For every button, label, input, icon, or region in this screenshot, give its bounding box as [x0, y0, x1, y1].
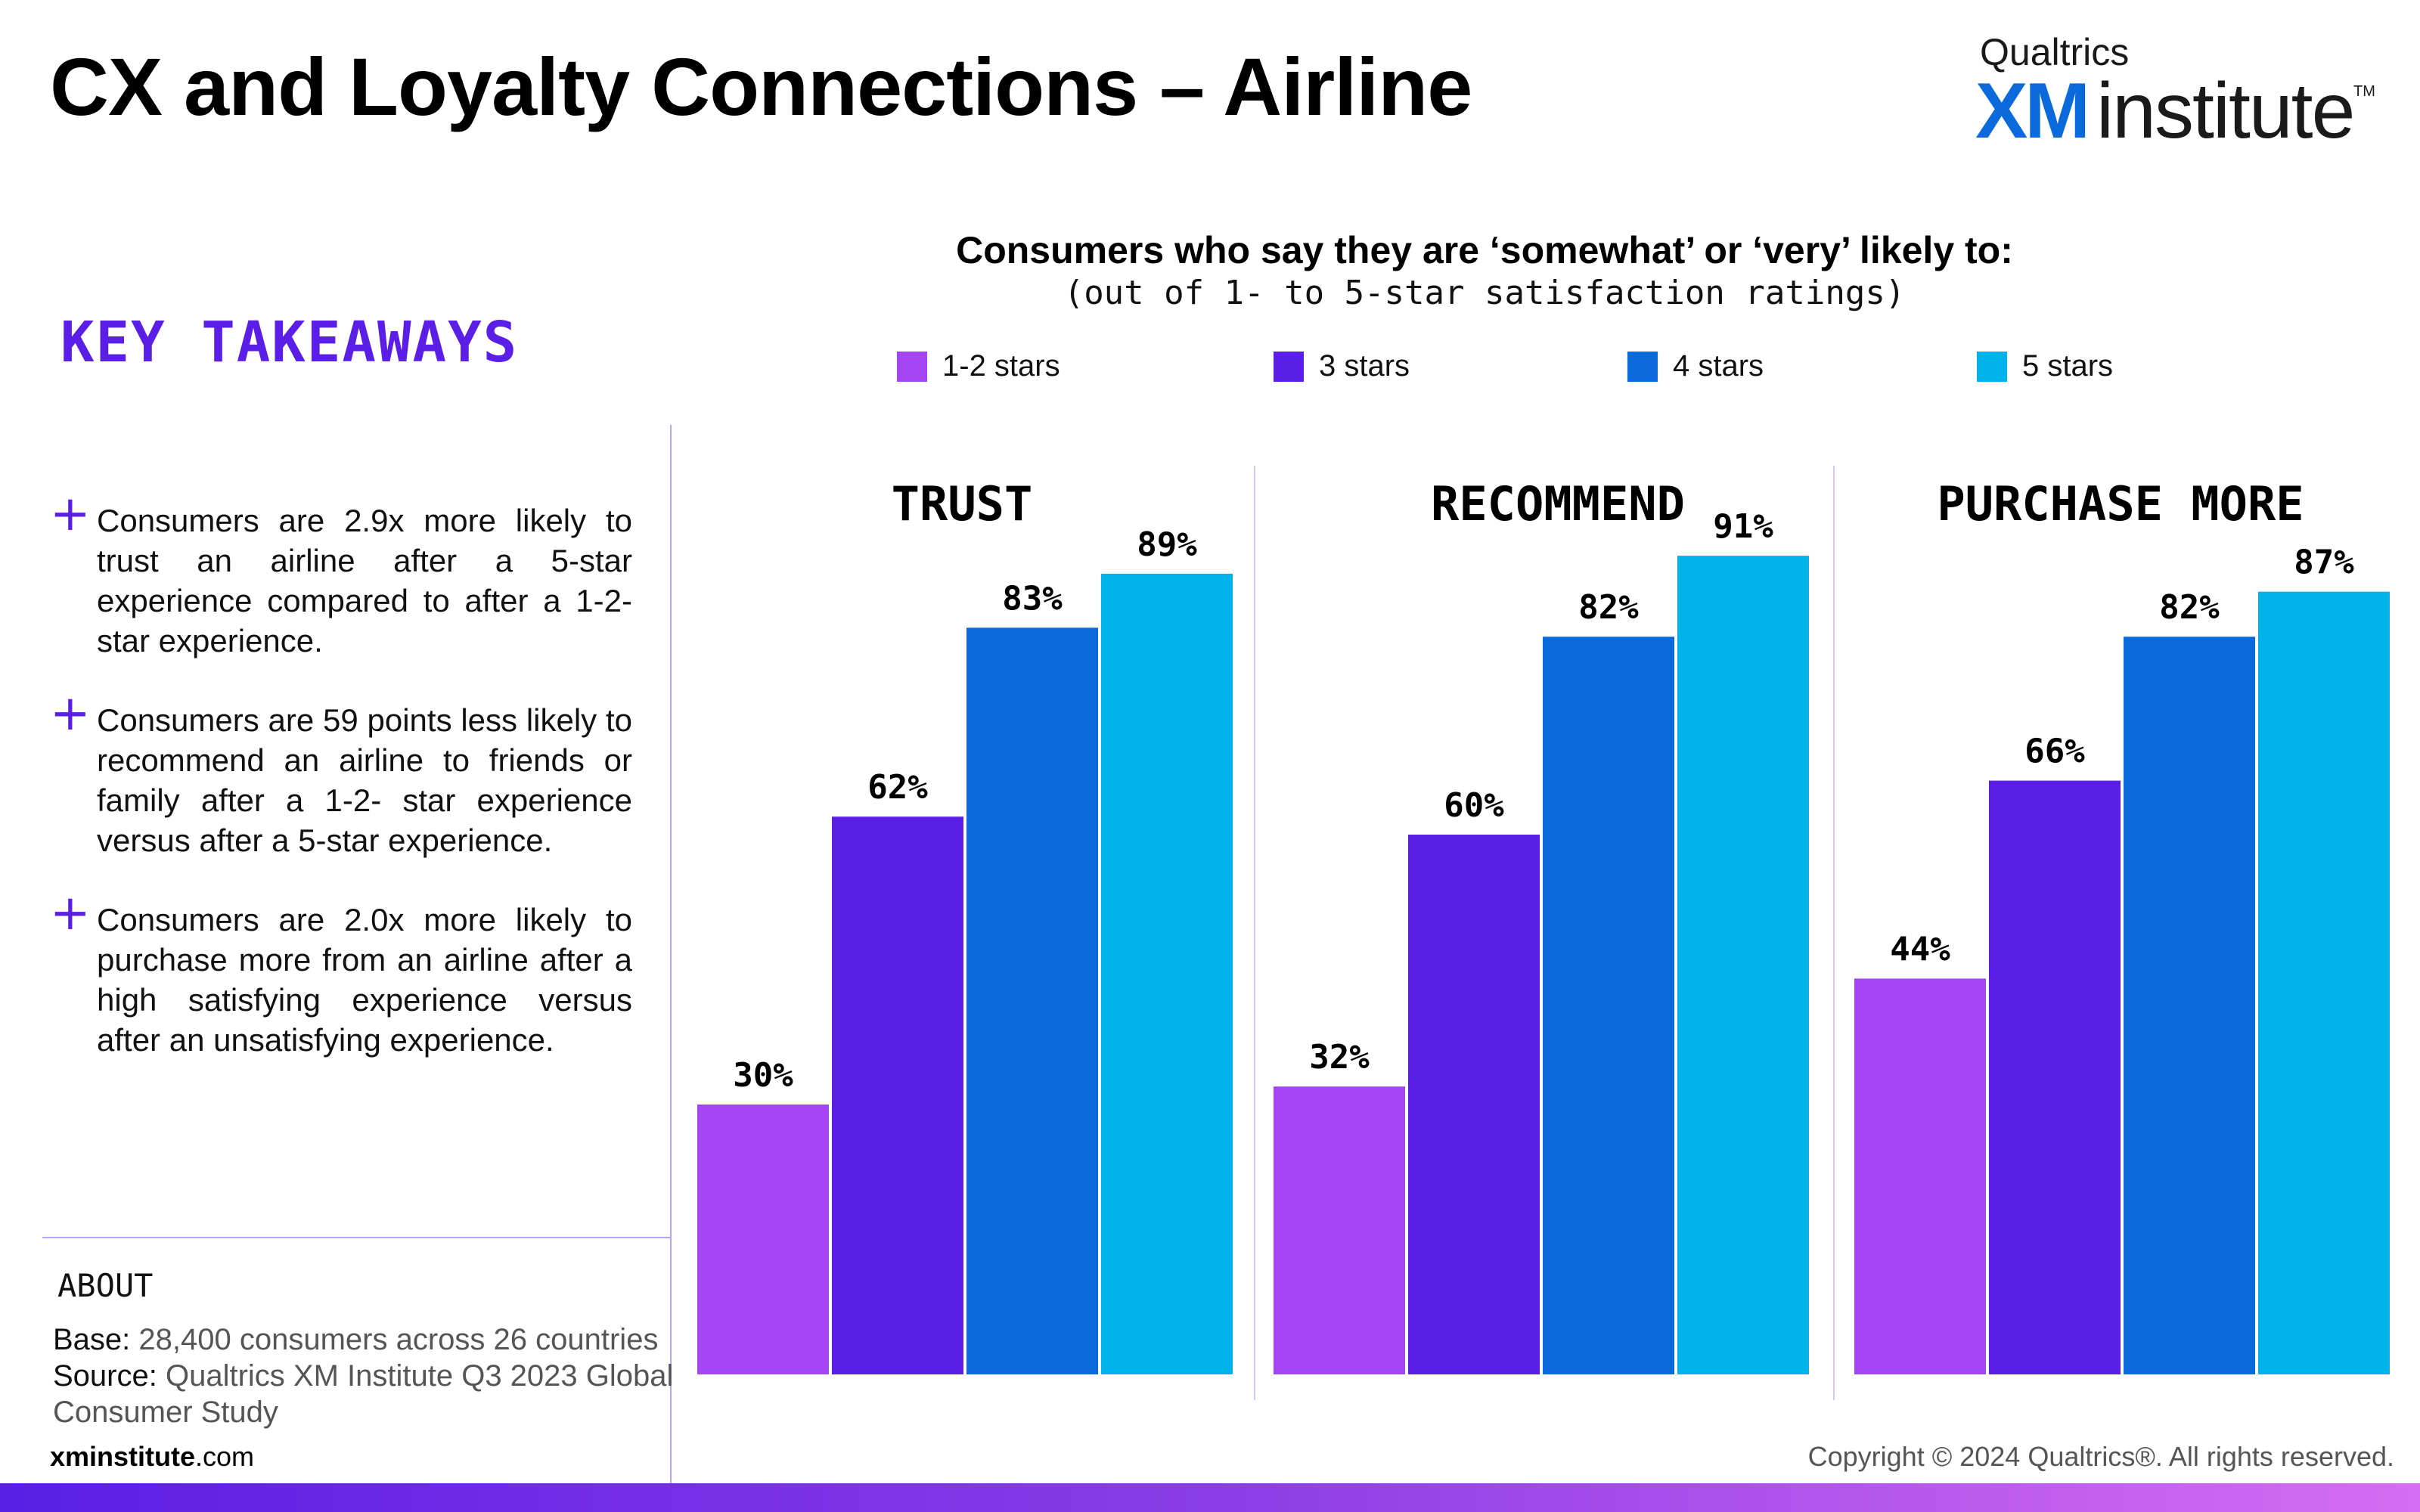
bar-value-label: 82%	[1578, 588, 1639, 627]
logo-institute-text: institute	[2096, 67, 2355, 155]
takeaway-item: + Consumers are 2.9x more likely to trus…	[50, 490, 632, 661]
legend-item: 1-2 stars	[897, 349, 1060, 383]
bar-value-label: 66%	[2024, 733, 2085, 771]
takeaways-list: + Consumers are 2.9x more likely to trus…	[50, 490, 632, 1099]
site-name: xminstitute	[50, 1441, 196, 1472]
panel-divider	[1833, 466, 1835, 1400]
legend-swatch	[1977, 351, 2007, 382]
legend-label: 5 stars	[2022, 349, 2114, 383]
bar	[2258, 591, 2390, 1375]
takeaway-item: + Consumers are 59 points less likely to…	[50, 689, 632, 860]
legend-swatch	[1274, 351, 1304, 382]
key-takeaways-heading: KEY TAKEAWAYS	[60, 310, 519, 375]
page-title: CX and Loyalty Connections – Airline	[50, 41, 1472, 132]
legend-swatch	[1627, 351, 1658, 382]
plus-icon: +	[50, 885, 91, 941]
takeaway-text: Consumers are 59 points less likely to r…	[97, 702, 632, 858]
about-heading: ABOUT	[57, 1267, 154, 1304]
bar-value-label: 44%	[1890, 930, 1950, 968]
panel-title: RECOMMEND	[1431, 476, 1685, 531]
chart-title: Consumers who say they are ‘somewhat’ or…	[956, 229, 2013, 271]
sidebar-divider	[670, 425, 672, 1483]
bar-value-label: 32%	[1309, 1038, 1370, 1077]
logo-qualtrics-text: Qualtrics	[1980, 31, 2130, 73]
site-link[interactable]: xminstitute.com	[50, 1441, 254, 1473]
bar	[966, 627, 1098, 1374]
bar	[1274, 1086, 1405, 1374]
bar	[1677, 556, 1809, 1374]
bar-value-label: 87%	[2294, 544, 2354, 582]
legend-swatch	[897, 351, 927, 382]
bar	[1543, 637, 1674, 1374]
copyright-text: Copyright © 2024 Qualtrics®. All rights …	[1807, 1441, 2394, 1472]
legend-label: 3 stars	[1319, 349, 1410, 383]
takeaway-item: + Consumers are 2.0x more likely to purc…	[50, 889, 632, 1060]
logo-trademark: TM	[2353, 83, 2375, 100]
plus-icon: +	[50, 686, 91, 742]
bar-value-label: 89%	[1137, 525, 1197, 564]
legend-label: 1-2 stars	[942, 349, 1060, 383]
panel-title: TRUST	[892, 476, 1033, 531]
about-source-cont: Consumer Study	[53, 1396, 278, 1430]
source-value: Qualtrics XM Institute Q3 2023 Global	[157, 1359, 674, 1393]
bar	[832, 816, 963, 1374]
bar-value-label: 62%	[867, 768, 928, 807]
xm-institute-logo: Qualtrics XM institute TM	[1975, 27, 2375, 155]
legend-item: 5 stars	[1977, 349, 2113, 383]
bar-value-label: 60%	[1444, 786, 1504, 825]
legend-item: 3 stars	[1274, 349, 1410, 383]
bar-value-label: 30%	[733, 1056, 793, 1095]
panel-title: PURCHASE MORE	[1937, 476, 2304, 531]
about-source: Source: Qualtrics XM Institute Q3 2023 G…	[53, 1359, 673, 1393]
about-base: Base: 28,400 consumers across 26 countri…	[53, 1323, 658, 1357]
bottom-gradient-bar	[0, 1483, 2420, 1512]
plus-icon: +	[50, 486, 91, 542]
bar-value-label: 91%	[1713, 507, 1773, 546]
bar	[1989, 780, 2121, 1374]
bar-value-label: 82%	[2159, 588, 2220, 627]
source-label: Source:	[53, 1359, 157, 1393]
base-label: Base:	[53, 1323, 131, 1356]
bar	[2124, 637, 2255, 1374]
legend-item: 4 stars	[1627, 349, 1764, 383]
logo-xm-text: XM	[1975, 67, 2090, 155]
source-value-cont: Consumer Study	[53, 1396, 278, 1429]
panel-divider	[1254, 466, 1255, 1400]
site-domain: .com	[195, 1441, 255, 1472]
chart-subtitle: (out of 1- to 5-star satisfaction rating…	[1063, 274, 1906, 312]
bar	[1408, 835, 1540, 1374]
base-value: 28,400 consumers across 26 countries	[130, 1323, 659, 1356]
takeaway-text: Consumers are 2.0x more likely to purcha…	[97, 902, 632, 1058]
about-divider	[42, 1237, 672, 1238]
chart-legend: 1-2 stars 3 stars 4 stars 5 stars	[897, 349, 2183, 387]
takeaway-text: Consumers are 2.9x more likely to trust …	[97, 503, 632, 658]
bar	[1101, 573, 1233, 1374]
bar	[1854, 978, 1986, 1374]
bar	[697, 1105, 829, 1374]
bar-value-label: 83%	[1002, 579, 1063, 618]
legend-label: 4 stars	[1673, 349, 1764, 383]
